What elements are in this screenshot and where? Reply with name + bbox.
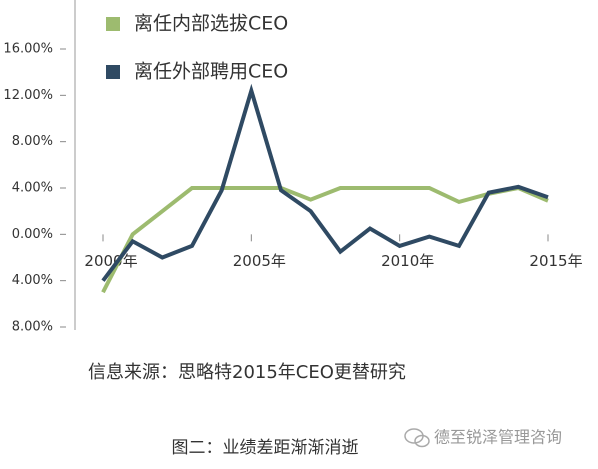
- y-tick-label: 0.00%: [12, 227, 53, 242]
- source-note: 信息来源：思略特2015年CEO更替研究: [88, 362, 406, 383]
- legend-label: 离任外部聘用CEO: [134, 61, 288, 83]
- y-tick-label: 4.00%: [12, 273, 53, 288]
- watermark: 德至锐泽管理咨询: [434, 428, 562, 447]
- legend-label: 离任内部选拔CEO: [134, 13, 288, 35]
- y-tick-label: 8.00%: [12, 320, 53, 335]
- x-tick-label: 2000年: [84, 252, 137, 270]
- legend-swatch: [106, 65, 120, 79]
- y-tick-label: 8.00%: [12, 134, 53, 149]
- caption: 图二：业绩差距渐渐消逝: [172, 438, 359, 458]
- y-tick-label: 16.00%: [3, 42, 53, 57]
- x-tick-label: 2015年: [529, 252, 582, 270]
- data-line: [101, 83, 549, 282]
- watermark-icon: [404, 428, 430, 448]
- legend-swatch: [106, 17, 120, 31]
- data-line: [101, 185, 549, 294]
- x-tick-label: 2005年: [233, 252, 286, 270]
- x-tick-label: 2010年: [381, 252, 434, 270]
- y-tick-label: 12.00%: [3, 88, 53, 103]
- y-tick-label: 4.00%: [12, 181, 53, 196]
